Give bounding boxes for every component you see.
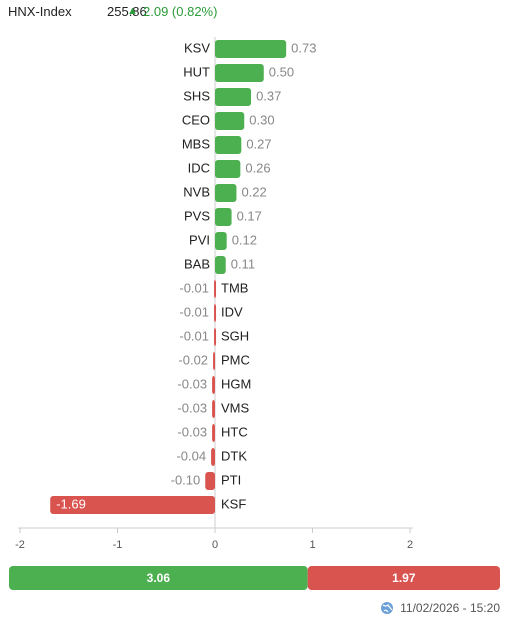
bar bbox=[212, 424, 215, 442]
category-label: PMC bbox=[221, 352, 250, 367]
category-label: DTK bbox=[221, 448, 247, 463]
value-label: -0.03 bbox=[177, 424, 207, 439]
globe-icon-detail bbox=[382, 604, 393, 613]
index-change: 2.09 (0.82%) bbox=[143, 4, 218, 19]
bar bbox=[211, 448, 215, 466]
value-label: 0.11 bbox=[231, 256, 255, 271]
value-label: -0.03 bbox=[177, 400, 207, 415]
bar bbox=[212, 400, 215, 418]
index-value: 255.86 bbox=[107, 4, 147, 19]
timestamp: 11/02/2026 - 15:20 bbox=[400, 601, 500, 615]
bar bbox=[215, 184, 237, 202]
value-label: -0.01 bbox=[179, 304, 209, 319]
category-label: SHS bbox=[183, 88, 210, 103]
value-label: -0.01 bbox=[179, 328, 209, 343]
category-label: PVI bbox=[189, 232, 210, 247]
bar bbox=[205, 472, 215, 490]
bar bbox=[215, 256, 226, 274]
x-tick-label: -1 bbox=[113, 539, 123, 551]
value-label: 0.37 bbox=[256, 88, 281, 103]
summary-label: 1.97 bbox=[392, 571, 416, 585]
bar bbox=[215, 232, 227, 250]
value-label: -0.04 bbox=[176, 448, 206, 463]
value-label: -0.02 bbox=[178, 352, 208, 367]
bar bbox=[214, 280, 217, 298]
value-label: -0.03 bbox=[177, 376, 207, 391]
x-tick-label: 2 bbox=[407, 539, 413, 551]
category-label: NVB bbox=[183, 184, 210, 199]
bar bbox=[215, 64, 264, 82]
category-label: BAB bbox=[184, 256, 210, 271]
value-label: 0.27 bbox=[246, 136, 271, 151]
value-label: 0.73 bbox=[291, 40, 316, 55]
category-label: HUT bbox=[183, 64, 210, 79]
globe-icon bbox=[381, 602, 393, 614]
category-label: IDC bbox=[188, 160, 210, 175]
category-label: HTC bbox=[221, 424, 248, 439]
summary-label: 3.06 bbox=[147, 571, 171, 585]
category-label: KSV bbox=[184, 40, 210, 55]
category-label: PVS bbox=[184, 208, 210, 223]
bar bbox=[215, 160, 241, 178]
category-label: VMS bbox=[221, 400, 250, 415]
bar bbox=[215, 112, 245, 130]
bar bbox=[50, 496, 215, 514]
category-label: KSF bbox=[221, 496, 246, 511]
index-name: HNX-Index bbox=[8, 4, 72, 19]
value-label: 0.30 bbox=[249, 112, 274, 127]
value-label: -0.10 bbox=[171, 472, 201, 487]
summary-segment bbox=[9, 566, 308, 590]
value-label: 0.26 bbox=[245, 160, 270, 175]
x-tick-label: 0 bbox=[212, 539, 218, 551]
value-label: 0.22 bbox=[241, 184, 266, 199]
bar bbox=[215, 208, 232, 226]
bar bbox=[215, 136, 242, 154]
category-label: CEO bbox=[182, 112, 210, 127]
bar bbox=[215, 88, 252, 106]
value-label: 0.17 bbox=[237, 208, 262, 223]
category-label: IDV bbox=[221, 304, 243, 319]
category-label: TMB bbox=[221, 280, 248, 295]
bar bbox=[212, 376, 215, 394]
value-label: -1.69 bbox=[56, 496, 86, 511]
x-tick-label: -2 bbox=[15, 539, 25, 551]
bar bbox=[214, 328, 217, 346]
x-tick-label: 1 bbox=[309, 539, 315, 551]
value-label: -0.01 bbox=[179, 280, 209, 295]
value-label: 0.12 bbox=[232, 232, 257, 247]
bar bbox=[213, 352, 216, 370]
category-label: HGM bbox=[221, 376, 251, 391]
category-label: SGH bbox=[221, 328, 249, 343]
bar bbox=[215, 40, 287, 58]
category-label: MBS bbox=[182, 136, 211, 151]
up-arrow: ▲ bbox=[127, 5, 138, 17]
value-label: 0.50 bbox=[269, 64, 294, 79]
bar bbox=[214, 304, 217, 322]
category-label: PTI bbox=[221, 472, 241, 487]
summary-segment bbox=[307, 566, 500, 590]
